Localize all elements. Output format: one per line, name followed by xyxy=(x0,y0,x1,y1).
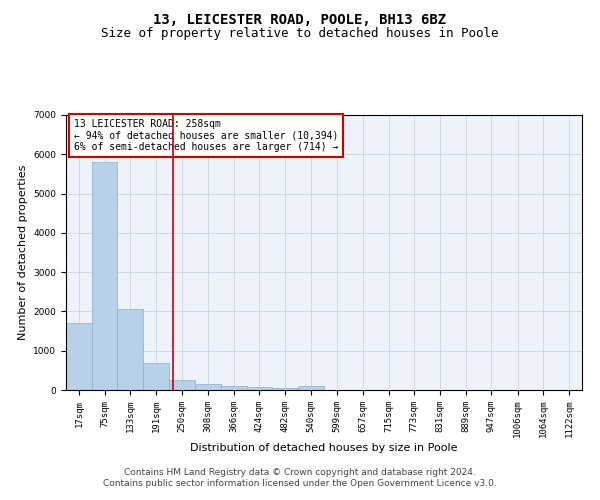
Bar xyxy=(221,386,247,390)
Bar xyxy=(92,162,118,390)
X-axis label: Distribution of detached houses by size in Poole: Distribution of detached houses by size … xyxy=(190,443,458,453)
Text: 13 LEICESTER ROAD: 258sqm
← 94% of detached houses are smaller (10,394)
6% of se: 13 LEICESTER ROAD: 258sqm ← 94% of detac… xyxy=(74,119,338,152)
Bar xyxy=(272,388,298,390)
Bar xyxy=(143,362,169,390)
Bar xyxy=(247,387,272,390)
Text: 13, LEICESTER ROAD, POOLE, BH13 6BZ: 13, LEICESTER ROAD, POOLE, BH13 6BZ xyxy=(154,12,446,26)
Bar xyxy=(298,386,324,390)
Bar xyxy=(66,323,92,390)
Bar xyxy=(195,384,221,390)
Text: Size of property relative to detached houses in Poole: Size of property relative to detached ho… xyxy=(101,28,499,40)
Y-axis label: Number of detached properties: Number of detached properties xyxy=(18,165,28,340)
Bar xyxy=(118,310,143,390)
Text: Contains HM Land Registry data © Crown copyright and database right 2024.
Contai: Contains HM Land Registry data © Crown c… xyxy=(103,468,497,487)
Bar xyxy=(169,380,195,390)
